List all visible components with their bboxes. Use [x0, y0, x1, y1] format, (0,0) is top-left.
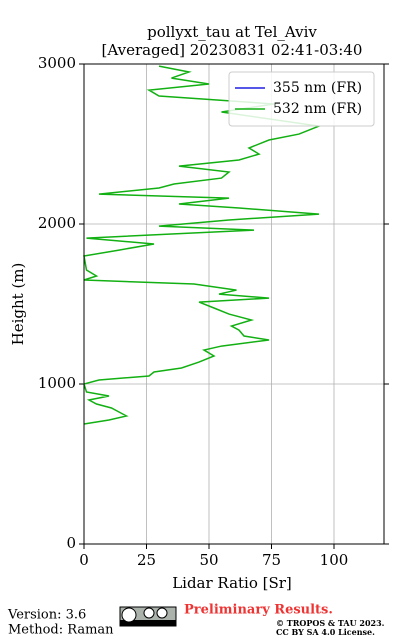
x-tick-label: 100: [320, 551, 349, 569]
version: Version: 3.6: [7, 608, 86, 623]
x-tick-label: 0: [79, 551, 89, 569]
chart-title: pollyxt_tau at Tel_Aviv: [147, 23, 317, 41]
y-axis-label: Height (m): [9, 263, 27, 346]
x-tick-label: 75: [262, 551, 281, 569]
y-tick-label: 0: [66, 534, 76, 552]
x-tick-label: 50: [199, 551, 218, 569]
copyright: © TROPOS & TAU 2023.: [276, 618, 385, 628]
cc-logo: [119, 606, 177, 627]
y-tick-label: 3000: [38, 54, 76, 72]
license: CC BY SA 4.0 License.: [276, 627, 375, 637]
plot-frame: [83, 63, 385, 545]
x-axis-label: Lidar Ratio [Sr]: [172, 574, 292, 592]
chart-title: [Averaged] 20230831 02:41-03:40: [102, 41, 363, 59]
legend-label: 355 nm (FR): [273, 80, 362, 96]
legend-box: [228, 71, 375, 127]
y-tick-label: 2000: [38, 214, 76, 232]
line: [83, 65, 322, 425]
legend-label: 532 nm (FR): [273, 101, 362, 117]
x-tick-label: 25: [137, 551, 156, 569]
y-tick-label: 1000: [38, 374, 76, 392]
status: Preliminary Results.: [184, 603, 333, 618]
method: Method: Raman: [8, 623, 114, 638]
